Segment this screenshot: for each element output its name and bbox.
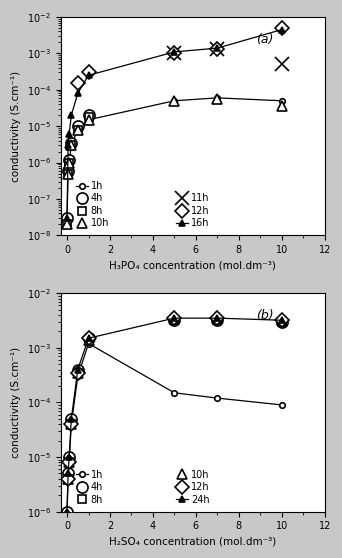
X-axis label: H₃PO₄ concentration (mol.dm⁻³): H₃PO₄ concentration (mol.dm⁻³)	[109, 261, 276, 271]
Text: (b): (b)	[256, 310, 274, 323]
Y-axis label: conductivity (S.cm⁻¹): conductivity (S.cm⁻¹)	[11, 71, 21, 182]
X-axis label: H₂SO₄ concentration (mol.dm⁻³): H₂SO₄ concentration (mol.dm⁻³)	[109, 537, 276, 547]
Y-axis label: conductivity (S.cm⁻¹): conductivity (S.cm⁻¹)	[11, 347, 21, 458]
Legend: 11h, 12h, 16h: 11h, 12h, 16h	[176, 194, 210, 228]
Legend: 10h, 12h, 24h: 10h, 12h, 24h	[176, 470, 210, 504]
Text: (a): (a)	[256, 33, 273, 46]
